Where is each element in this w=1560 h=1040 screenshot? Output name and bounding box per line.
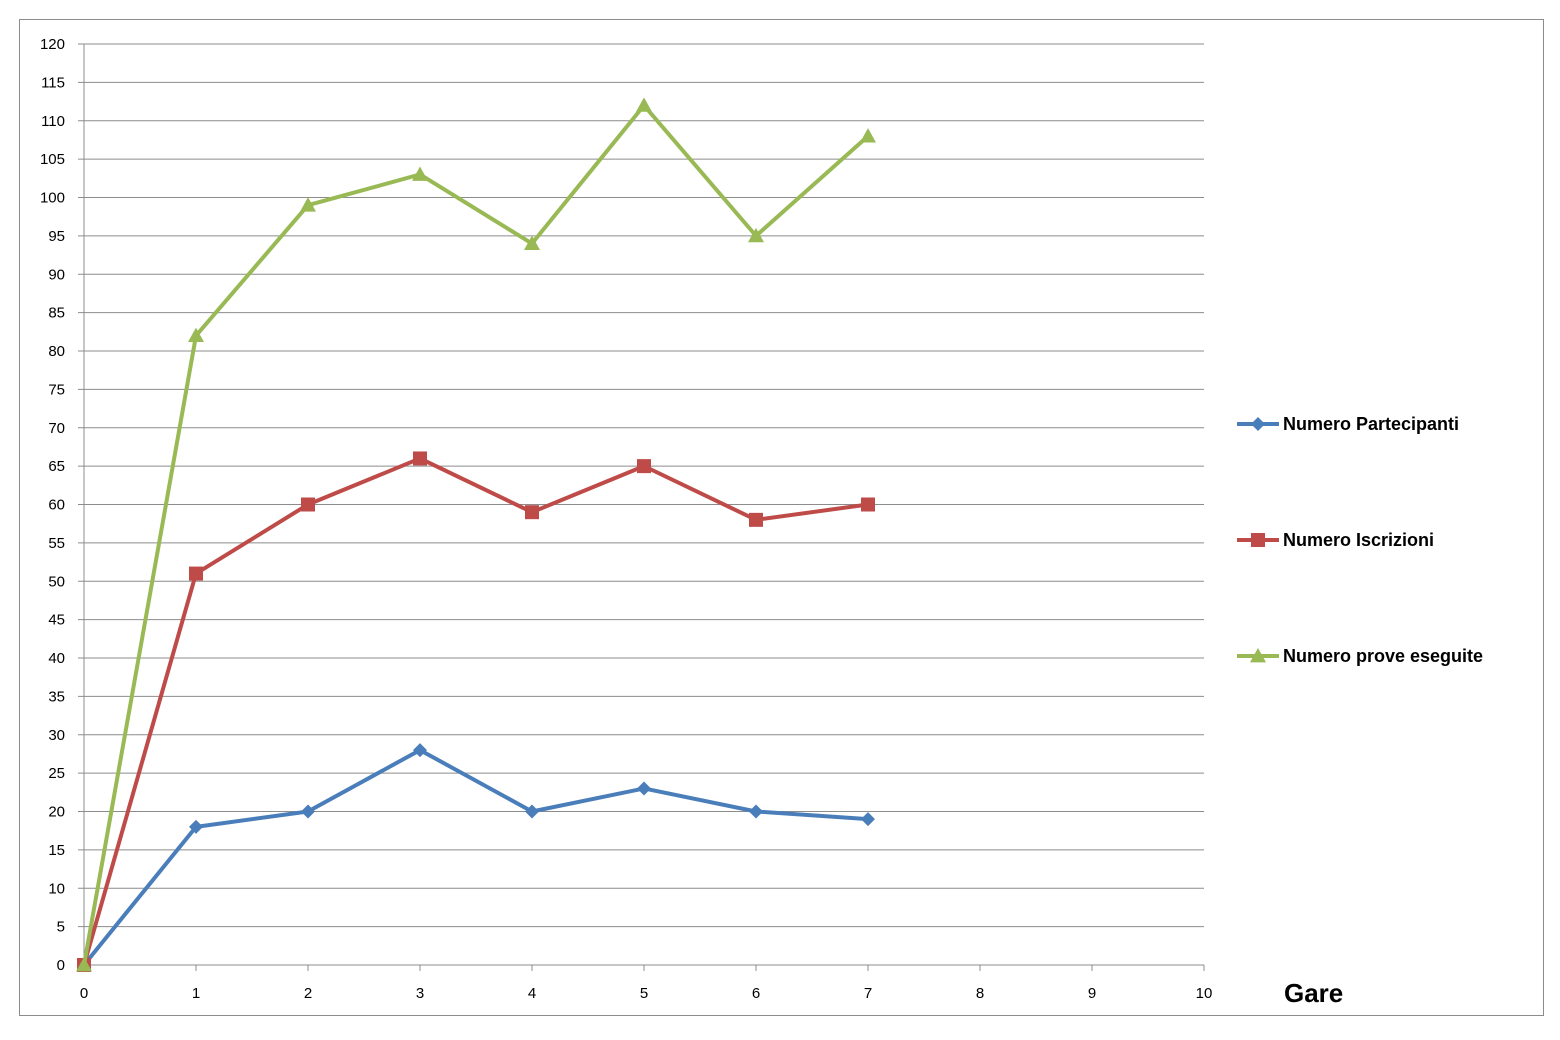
y-tick-label: 20 (48, 804, 65, 821)
x-tick-label: 6 (752, 985, 760, 1002)
y-tick-label: 0 (57, 957, 65, 974)
data-point (413, 451, 427, 466)
data-point (860, 128, 876, 143)
x-tick-label: 2 (304, 985, 312, 1002)
grid-lines (84, 43, 1204, 928)
y-tick-label: 40 (48, 650, 65, 667)
y-tick-label: 50 (48, 573, 65, 590)
data-point (412, 166, 428, 181)
y-tick-label: 90 (48, 266, 65, 283)
y-tick-label: 15 (48, 842, 65, 859)
data-point (636, 97, 652, 112)
x-tick-label: 5 (640, 985, 648, 1002)
legend-label: Numero Iscrizioni (1283, 530, 1434, 550)
y-tick-label: 45 (48, 612, 65, 629)
data-point (861, 497, 875, 512)
x-tick-label: 7 (864, 985, 872, 1002)
data-point (525, 804, 539, 819)
legend-marker (1250, 648, 1266, 663)
x-axis-title: Gare (1284, 978, 1343, 1008)
y-tick-label: 30 (48, 727, 65, 744)
legend-marker (1251, 417, 1265, 431)
series-line (82, 456, 869, 966)
y-tick-label: 80 (48, 343, 65, 360)
data-point (637, 781, 651, 796)
x-tick-label: 9 (1088, 985, 1096, 1002)
x-tick-label: 4 (528, 985, 536, 1002)
y-tick-label: 60 (48, 497, 65, 514)
x-tick-label: 0 (80, 985, 88, 1002)
data-point (749, 804, 763, 819)
x-tick-label: 3 (416, 985, 424, 1002)
y-tick-label: 10 (48, 880, 65, 897)
y-tick-labels: 0 5 10 15 20 25 30 35 40 45 50 55 60 65 70 75 80 85 90 95 10… (40, 36, 65, 974)
x-tick-label: 10 (1196, 985, 1213, 1002)
legend-item: Numero Iscrizioni (1237, 530, 1434, 550)
series-2 (77, 451, 875, 972)
data-point (524, 235, 540, 250)
y-tick-label: 115 (41, 74, 65, 91)
y-tick-label: 5 (57, 919, 65, 936)
y-tick-label: 85 (48, 305, 65, 322)
data-point (525, 505, 539, 520)
data-point (188, 327, 204, 343)
data-point (861, 812, 875, 827)
x-tick-label: 1 (192, 985, 200, 1002)
data-point (749, 512, 763, 527)
data-point (637, 459, 651, 474)
y-tick-label: 75 (48, 381, 65, 398)
data-point (748, 227, 764, 243)
axes (78, 43, 1205, 971)
series-lines (76, 97, 876, 972)
data-point (413, 743, 427, 758)
y-tick-label: 120 (40, 36, 65, 53)
x-tick-label: 8 (976, 985, 984, 1002)
legend: Numero Partecipanti Numero Iscrizioni Nume… (1237, 414, 1483, 666)
y-tick-label: 95 (48, 228, 65, 245)
data-point (189, 566, 203, 581)
data-point (301, 497, 315, 512)
y-tick-label: 25 (48, 765, 65, 782)
legend-marker (1251, 533, 1265, 547)
y-tick-label: 105 (40, 151, 65, 168)
legend-item: Numero prove eseguite (1237, 646, 1483, 666)
data-point (301, 804, 315, 819)
data-point (189, 819, 203, 834)
series-line (82, 748, 869, 967)
data-point (76, 957, 92, 972)
legend-item: Numero Partecipanti (1237, 414, 1459, 434)
y-tick-label: 100 (40, 190, 65, 207)
legend-label: Numero prove eseguite (1283, 646, 1483, 666)
y-tick-label: 110 (41, 113, 65, 130)
series-1 (77, 743, 875, 972)
series-line (82, 103, 870, 966)
data-point (300, 197, 316, 212)
y-tick-label: 35 (48, 688, 65, 705)
x-tick-labels: 0 1 2 3 4 5 6 7 8 9 10 (80, 985, 1213, 1002)
y-tick-label: 55 (48, 535, 65, 552)
legend-label: Numero Partecipanti (1283, 414, 1459, 434)
series-3 (76, 97, 876, 972)
y-tick-label: 65 (48, 458, 65, 475)
y-tick-label: 70 (48, 420, 65, 437)
